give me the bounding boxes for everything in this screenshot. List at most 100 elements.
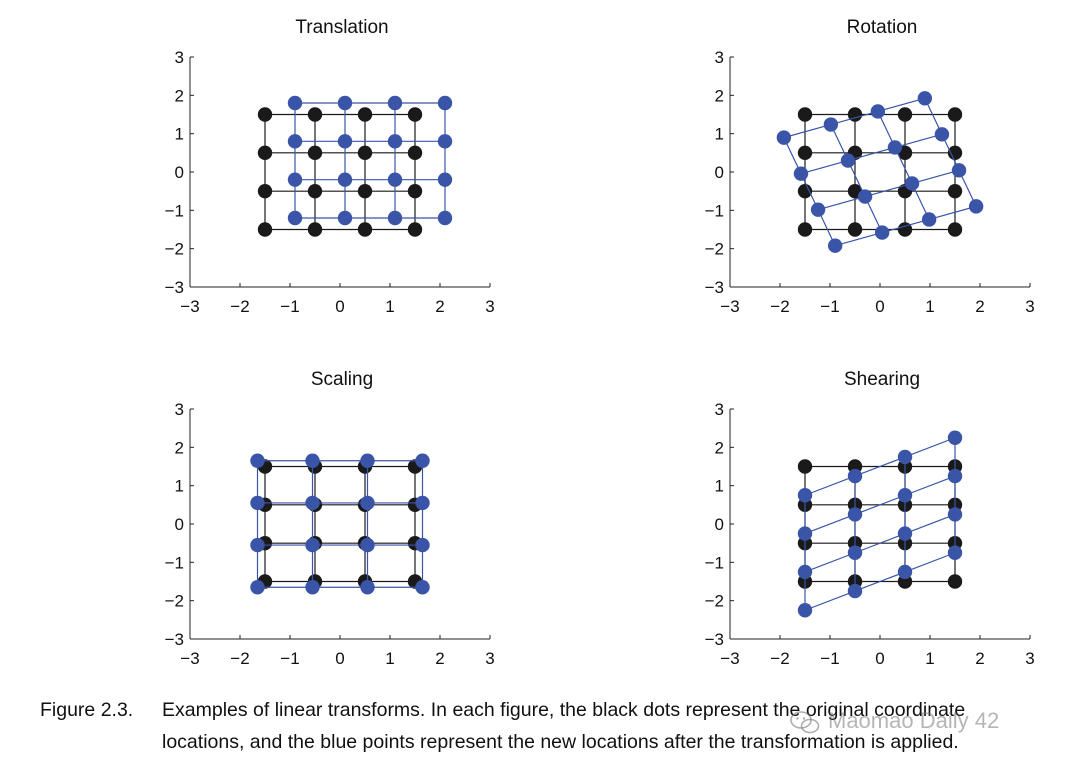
- chart-scaling: Scaling −3 −2 −1 0 1 2 3 −3 −2 −1 0 1 2 3: [165, 369, 495, 668]
- transformed-point: [250, 580, 265, 595]
- transformed-point: [415, 495, 430, 511]
- transformed-point: [847, 468, 863, 484]
- transformed-point: [437, 95, 453, 111]
- y-tick-label: −2: [165, 240, 184, 259]
- transformed-point: [797, 488, 813, 503]
- chart-title: Rotation: [847, 17, 918, 38]
- y-tick-label: 2: [715, 86, 724, 105]
- transformed-point: [305, 495, 320, 511]
- transformed-row-line: [804, 437, 956, 496]
- transformed-row-line: [800, 133, 943, 175]
- transformed-point: [360, 453, 375, 468]
- x-tick-label: 3: [485, 649, 494, 668]
- y-tick-label: 0: [715, 515, 724, 534]
- y-tick-label: 1: [715, 125, 724, 144]
- transformed-row-line: [835, 205, 977, 247]
- transformed-point: [387, 134, 403, 149]
- original-point: [407, 183, 423, 199]
- y-tick-label: −2: [705, 592, 724, 611]
- y-tick-label: −1: [705, 201, 724, 220]
- original-point: [797, 107, 813, 122]
- x-tick-label: 0: [335, 649, 344, 668]
- original-point: [357, 107, 373, 122]
- original-point: [797, 183, 813, 199]
- y-tick-label: −3: [705, 630, 724, 649]
- x-tick-label: 0: [335, 297, 344, 316]
- transformed-point: [287, 134, 303, 149]
- transformed-row-line: [804, 513, 956, 573]
- x-tick-label: −3: [720, 649, 739, 668]
- original-point: [357, 183, 373, 199]
- x-tick-label: −2: [230, 649, 249, 668]
- original-point: [947, 574, 963, 589]
- transformed-point: [337, 210, 353, 226]
- y-tick-label: 2: [715, 438, 724, 457]
- transformed-row-line: [804, 475, 956, 535]
- chart-rotation: Rotation −3 −2 −1 0 1 2 3 −3 −2 −1 0 1 2 3: [705, 17, 1035, 316]
- original-point: [257, 222, 273, 237]
- transformed-points-series: [287, 95, 453, 226]
- original-point: [307, 107, 323, 122]
- x-tick-label: 2: [975, 297, 984, 316]
- transformed-row-line: [783, 97, 925, 139]
- x-tick-label: 2: [435, 649, 444, 668]
- original-point: [947, 222, 963, 237]
- transformed-point: [870, 104, 886, 119]
- original-point: [407, 107, 423, 122]
- transformed-point: [810, 202, 826, 217]
- y-tick-label: 1: [175, 477, 184, 496]
- figure-label: Figure 2.3.: [40, 699, 134, 721]
- transformed-point: [797, 603, 813, 618]
- x-tick-label: −2: [770, 297, 789, 316]
- y-tick-label: −3: [165, 278, 184, 297]
- x-tick-label: 0: [875, 297, 884, 316]
- transformed-point: [305, 537, 320, 553]
- original-point: [797, 459, 813, 474]
- x-tick-label: 2: [975, 649, 984, 668]
- transformed-point: [921, 212, 937, 227]
- y-tick-label: −1: [705, 553, 724, 572]
- transformed-point: [947, 545, 963, 560]
- y-tick-label: 0: [715, 163, 724, 182]
- transformed-point: [360, 495, 375, 511]
- y-tick-label: 3: [715, 48, 724, 67]
- transformed-point: [951, 163, 967, 178]
- transformed-point: [287, 95, 303, 111]
- y-tick-label: −1: [165, 553, 184, 572]
- original-point: [847, 222, 863, 237]
- transformed-point: [887, 140, 903, 155]
- transformed-point: [305, 580, 320, 595]
- transformed-point: [857, 189, 873, 204]
- transformed-point: [897, 449, 913, 465]
- transformed-point: [415, 537, 430, 553]
- original-point: [847, 107, 863, 122]
- original-point: [897, 222, 913, 237]
- y-tick-label: −2: [165, 592, 184, 611]
- y-tick-label: 3: [175, 400, 184, 419]
- transformed-point: [823, 117, 839, 132]
- transformed-points-series: [797, 430, 963, 618]
- x-tick-label: −2: [230, 297, 249, 316]
- transformed-point: [874, 225, 890, 240]
- original-point: [257, 145, 273, 161]
- chart-shearing: Shearing −3 −2 −1 0 1 2 3 −3 −2 −1 0 1 2 3: [705, 369, 1035, 668]
- original-point: [307, 222, 323, 237]
- transformed-point: [250, 453, 265, 468]
- transformed-row-line: [804, 552, 956, 611]
- transformed-point: [840, 153, 856, 168]
- original-point: [947, 145, 963, 161]
- transformed-point: [897, 526, 913, 541]
- figure-caption-text: Examples of linear transforms. In each f…: [162, 699, 966, 753]
- transformed-point: [827, 238, 843, 253]
- x-tick-label: −1: [280, 649, 299, 668]
- x-tick-label: 0: [875, 649, 884, 668]
- x-tick-label: −1: [820, 297, 839, 316]
- transformed-point: [437, 172, 453, 187]
- x-tick-label: 1: [925, 297, 934, 316]
- x-tick-label: −3: [720, 297, 739, 316]
- transformed-point: [337, 134, 353, 149]
- transformed-point: [287, 210, 303, 226]
- transformed-point: [897, 564, 913, 580]
- transformed-point: [947, 468, 963, 484]
- transformed-point: [847, 583, 863, 599]
